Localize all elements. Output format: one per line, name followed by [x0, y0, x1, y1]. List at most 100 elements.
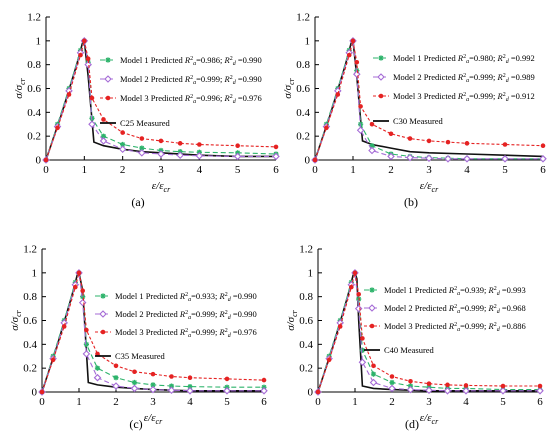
series-line-2: [45, 40, 276, 161]
data-point-2: [186, 387, 194, 395]
y-tick-label: 0.2: [296, 131, 310, 143]
data-point-1: [370, 371, 377, 377]
x-tick-label: 1: [352, 396, 358, 408]
y-tick-label: 0: [308, 387, 314, 399]
data-point-1: [359, 347, 365, 353]
legend-separator: ;: [215, 291, 220, 301]
data-point-3: [78, 52, 83, 58]
data-point-3: [169, 374, 174, 379]
legend-label-1: Model 1 Predicted R2a=0.986; R2d =0.990: [120, 55, 262, 67]
r2-sub: d: [233, 99, 237, 105]
x-tick-label: 6: [537, 396, 543, 408]
data-point-2: [149, 385, 157, 394]
legend-marker-3: [369, 323, 375, 329]
legend-label-3: Model 3 Predicted R2a=0.999; R2d =0.886: [384, 321, 526, 333]
r2-sub: d: [497, 327, 501, 333]
legend-r2d-value: 0.992: [516, 53, 535, 63]
data-point-3: [326, 357, 332, 363]
data-point-3: [426, 381, 432, 386]
r2-sub: d: [228, 333, 232, 339]
data-point-1: [131, 379, 138, 386]
data-point-1: [168, 383, 175, 389]
y-tick-label: 0.8: [23, 291, 37, 303]
data-point-2: [369, 378, 378, 387]
legend-separator: ;: [484, 285, 489, 295]
data-point-3: [463, 383, 469, 388]
legend-separator: ;: [493, 72, 498, 82]
y-tick-label: 0.6: [27, 83, 41, 95]
r2-symbol: R: [488, 321, 495, 331]
panel-label: (c): [129, 417, 142, 431]
data-point-2: [356, 126, 365, 134]
legend-r2a-value: 0.999: [201, 74, 220, 84]
r2-eq: =: [509, 53, 516, 63]
data-point-3: [85, 56, 91, 62]
x-axis-label: ε/εcr: [144, 412, 163, 426]
legend: Model 1 Predicted R2a=0.980; R2d =0.992M…: [373, 53, 535, 126]
r2-sub: d: [497, 309, 501, 315]
chart-panel-2: 00.20.40.60.811.20 1 2 3 4 5 6ε/εcrσ/σcrModel …: [282, 12, 547, 209]
x-axis-label: ε/εcr: [152, 180, 171, 194]
x-axis-label: ε/εcr: [420, 412, 439, 426]
x-tick-label: 5: [502, 164, 508, 176]
data-point-1: [83, 341, 89, 347]
x-tick-label: 2: [389, 396, 395, 408]
x-tick-label: 6: [261, 396, 267, 408]
data-point-2: [176, 151, 184, 160]
r2-sup: 2: [230, 75, 233, 81]
data-point-2: [406, 153, 414, 162]
data-point-3: [273, 144, 279, 150]
data-point-1: [150, 382, 156, 388]
data-point-2: [501, 155, 509, 163]
r2-sup: 2: [494, 322, 497, 328]
r2-symbol: R: [219, 291, 226, 301]
data-point-2: [425, 386, 433, 394]
data-point-2: [443, 387, 452, 395]
r2-symbol: R: [224, 93, 231, 103]
r2-sup: 2: [503, 54, 506, 60]
data-point-3: [350, 38, 356, 44]
r2-sup: 2: [185, 328, 188, 334]
legend-separator: ;: [220, 55, 225, 65]
legend-marker-2: [104, 75, 112, 83]
data-point-3: [358, 104, 363, 109]
legend-separator: ;: [493, 53, 498, 63]
data-point-1: [100, 133, 107, 139]
legend-label-3: Model 3 Predicted R2a=0.996; R2d =0.976: [120, 93, 262, 105]
legend-label-1: Model 1 Predicted R2a=0.980; R2d =0.992: [393, 53, 535, 65]
x-axis-label-main: ε/ε: [420, 180, 432, 192]
r2-sub: a: [193, 99, 196, 105]
r2-symbol: R: [448, 321, 455, 331]
legend-r2d-value: 0.912: [516, 91, 535, 101]
x-tick-label: 1: [76, 396, 82, 408]
legend-label-2: Model 2 Predicted R2a=0.999; R2d =0.990: [120, 74, 262, 86]
y-tick-label: 1: [308, 267, 314, 279]
r2-sub: d: [228, 315, 232, 321]
r2-sub: d: [228, 297, 232, 303]
r2-symbol: R: [488, 303, 495, 313]
y-axis-label: σ/σcr: [285, 309, 299, 330]
r2-sub: a: [466, 97, 469, 103]
x-tick-label: 5: [235, 164, 241, 176]
data-point-3: [76, 270, 82, 276]
legend-r2d-value: 0.990: [243, 74, 262, 84]
r2-sup: 2: [225, 310, 228, 316]
y-tick-label: 0.6: [296, 83, 310, 95]
x-tick-label: 3: [150, 396, 156, 408]
legend-name: Model 2 Predicted: [115, 309, 179, 319]
data-point-3: [89, 95, 95, 101]
r2-sup: 2: [463, 92, 466, 98]
data-point-1: [120, 141, 126, 148]
legend: Model 1 Predicted R2a=0.939; R2d =0.993M…: [364, 285, 526, 355]
legend-r2a-value: 0.996: [201, 93, 220, 103]
r2-symbol: R: [457, 53, 464, 63]
y-tick-label: 1: [32, 267, 38, 279]
legend-name: Model 2 Predicted: [384, 303, 448, 313]
chart-panel-4: 00.20.40.60.811.20 1 2 3 4 5 6ε/εcrσ/σcrModel …: [285, 244, 544, 431]
r2-sup: 2: [454, 322, 457, 328]
legend-name: Model 3 Predicted: [115, 327, 179, 337]
data-point-1: [139, 145, 145, 151]
data-point-3: [445, 382, 450, 388]
r2-sup: 2: [185, 310, 188, 316]
r2-eq: =: [191, 309, 196, 319]
